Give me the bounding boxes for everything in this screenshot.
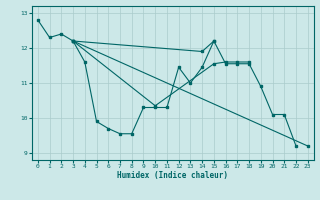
X-axis label: Humidex (Indice chaleur): Humidex (Indice chaleur) xyxy=(117,171,228,180)
